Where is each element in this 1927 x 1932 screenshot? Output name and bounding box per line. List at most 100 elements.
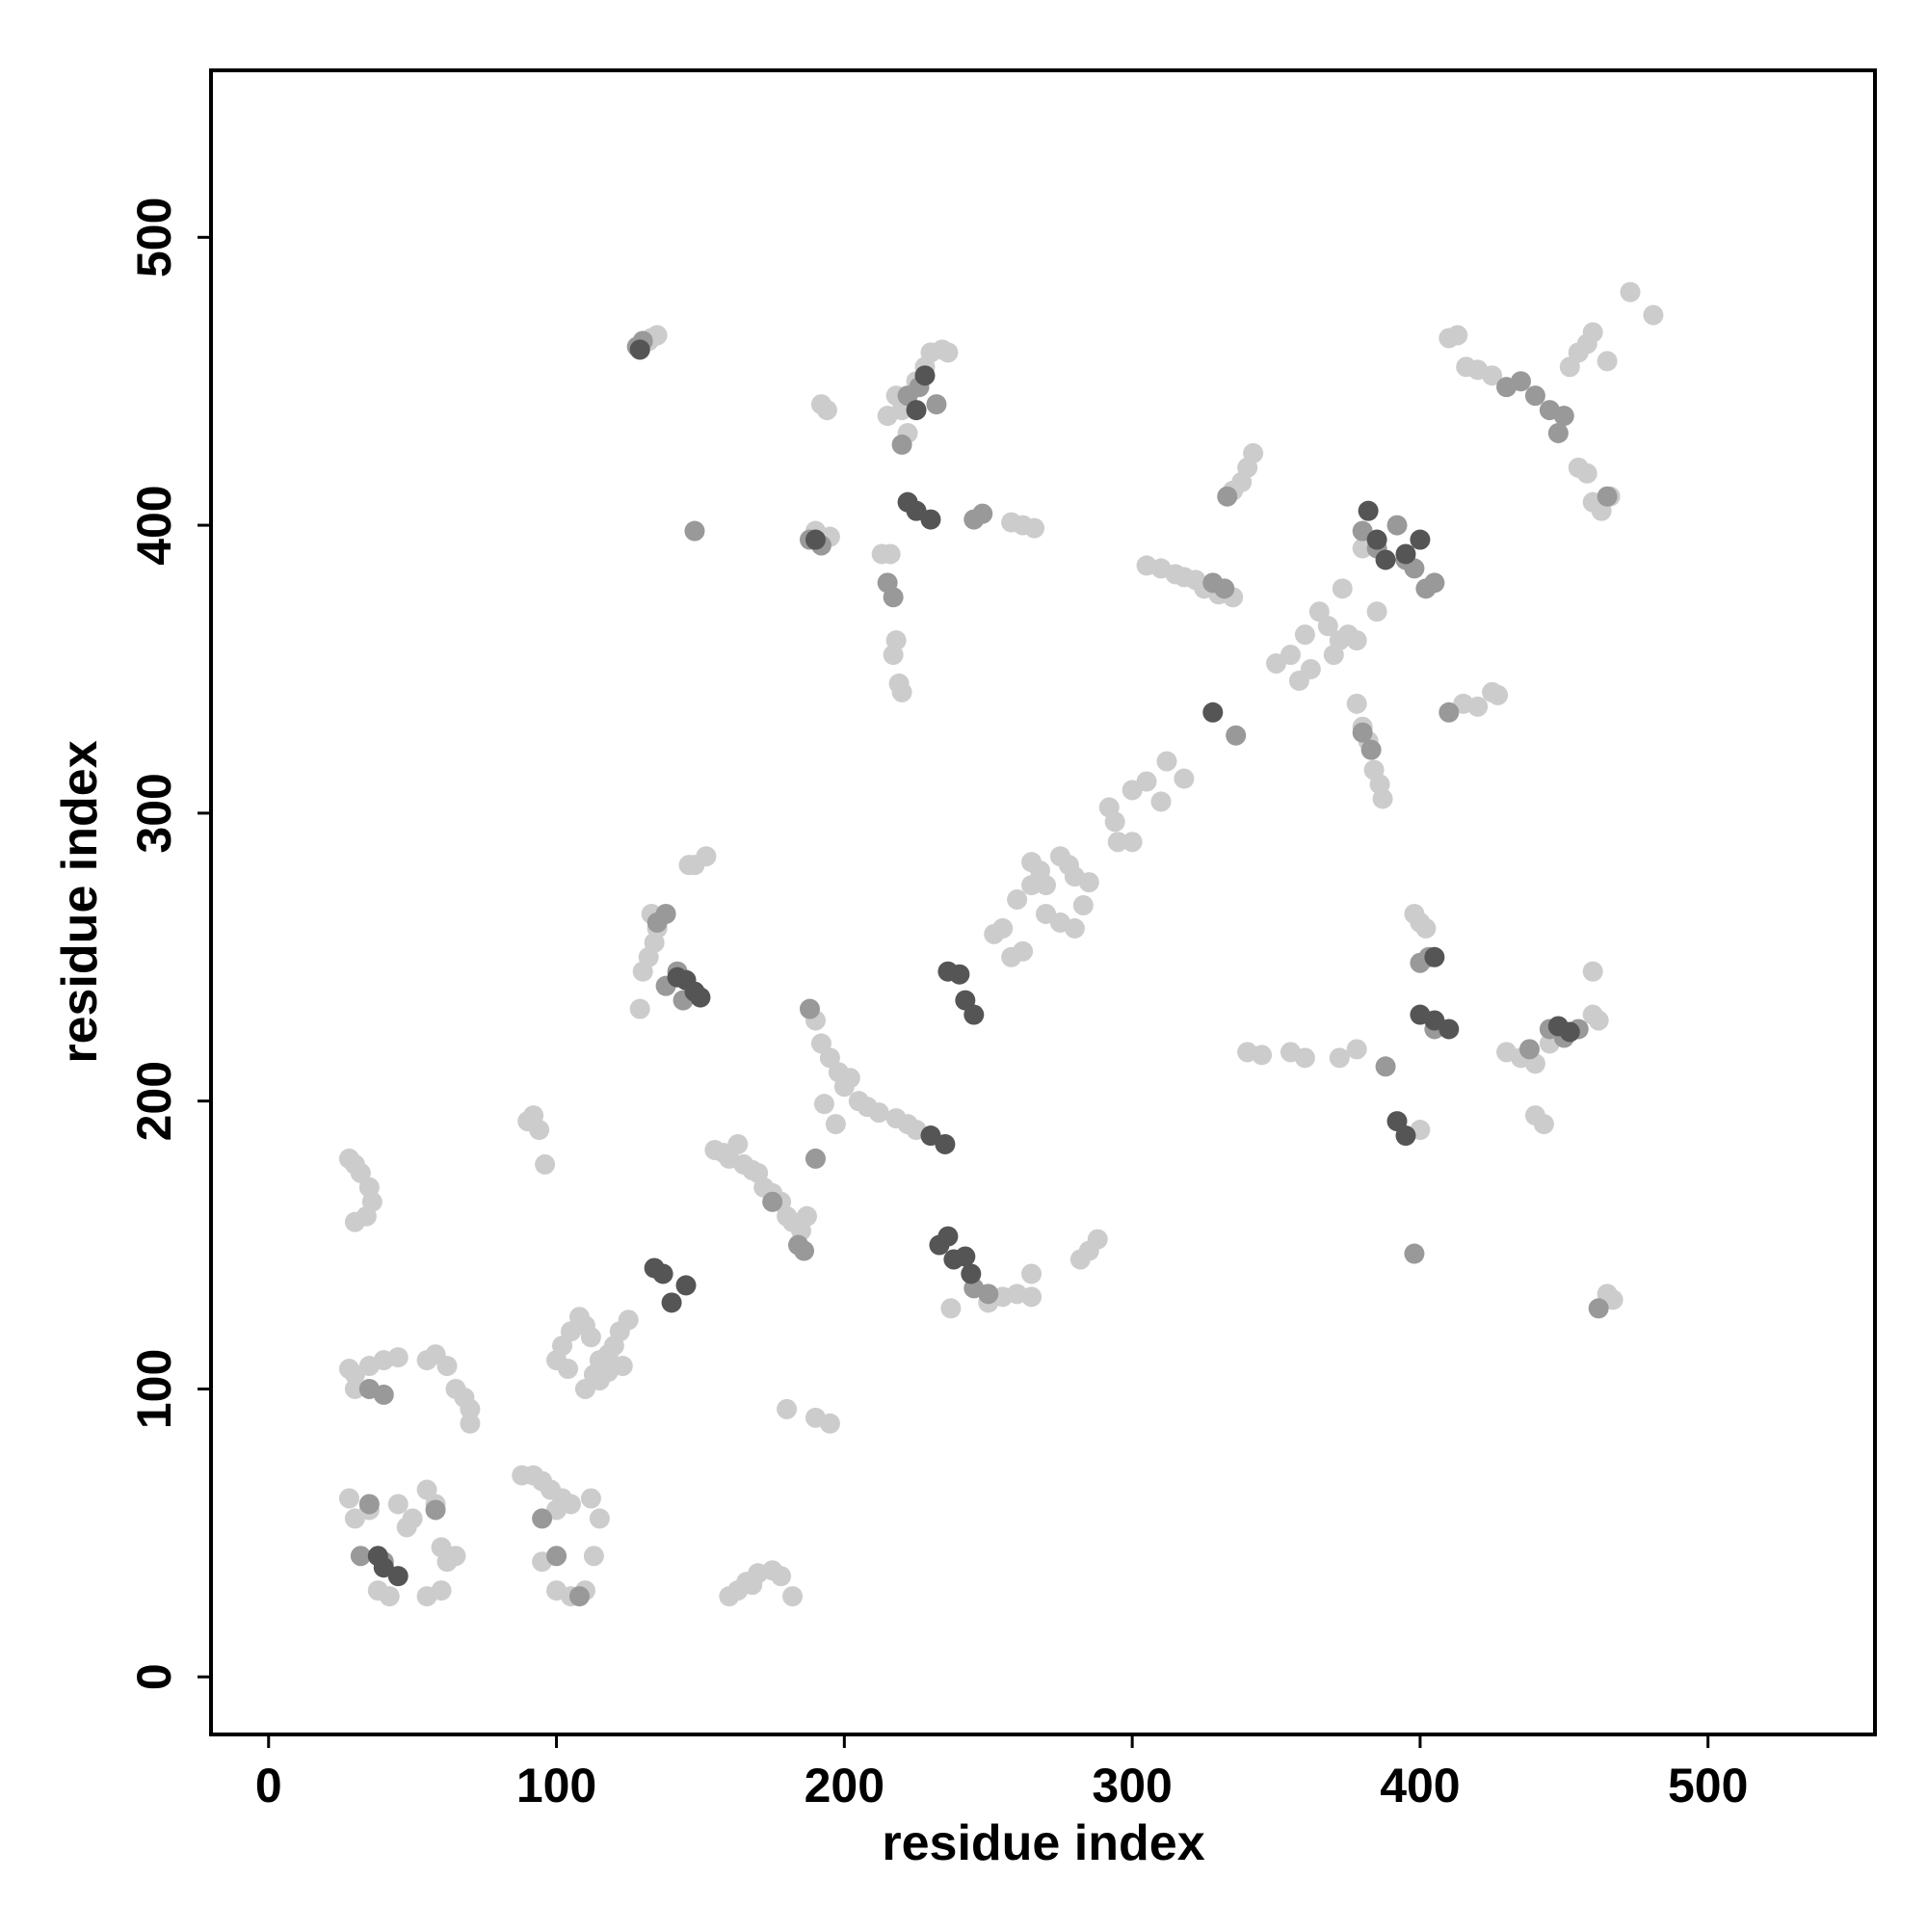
point	[1597, 486, 1618, 507]
point	[964, 1004, 985, 1025]
point	[819, 1413, 840, 1434]
point	[1329, 1047, 1350, 1069]
point	[1150, 791, 1172, 812]
point	[805, 1148, 826, 1169]
point	[1021, 1263, 1043, 1284]
point	[367, 1546, 388, 1567]
point	[1366, 601, 1387, 622]
point	[629, 339, 650, 360]
x-tick-label: 200	[805, 1759, 884, 1813]
point	[690, 987, 711, 1008]
point	[675, 1275, 697, 1296]
point	[961, 1263, 982, 1284]
point	[1524, 385, 1545, 407]
point	[1214, 578, 1235, 599]
point	[1482, 365, 1503, 386]
y-axis-label: residue index	[52, 740, 108, 1063]
point	[1404, 1243, 1425, 1264]
y-tick-label: 0	[127, 1663, 181, 1690]
point	[696, 846, 717, 867]
point	[387, 1566, 409, 1587]
point	[937, 1226, 959, 1247]
point	[1007, 889, 1028, 911]
point	[1300, 658, 1321, 679]
point	[350, 1546, 371, 1567]
point	[358, 1494, 380, 1515]
point	[425, 1499, 446, 1521]
point	[1395, 543, 1416, 565]
point	[1559, 1021, 1580, 1043]
y-tick-label: 400	[127, 485, 181, 565]
point	[1518, 1039, 1540, 1060]
point	[1467, 696, 1489, 717]
point	[1386, 515, 1408, 536]
point	[1202, 701, 1224, 723]
point	[877, 406, 898, 427]
point	[1317, 616, 1338, 637]
point	[1136, 771, 1157, 792]
point	[618, 1310, 639, 1331]
point	[1415, 917, 1437, 939]
point	[940, 1298, 962, 1319]
point	[1252, 1045, 1273, 1066]
point	[955, 1246, 976, 1267]
point	[612, 1356, 633, 1377]
point	[964, 509, 985, 530]
point	[1415, 578, 1437, 599]
point	[794, 1240, 815, 1261]
point	[529, 1120, 550, 1141]
y-tick-label: 100	[127, 1349, 181, 1429]
point	[727, 1133, 749, 1154]
point	[1217, 486, 1238, 507]
point	[1021, 1286, 1043, 1308]
point	[580, 1327, 601, 1348]
point	[937, 342, 959, 363]
point	[632, 961, 653, 982]
point	[897, 491, 918, 513]
point	[1582, 322, 1603, 343]
point	[1597, 351, 1618, 372]
point	[1346, 693, 1367, 714]
point	[920, 509, 941, 530]
point	[1346, 1039, 1367, 1060]
point	[1395, 1125, 1416, 1147]
point	[436, 1356, 458, 1377]
point	[387, 1347, 409, 1368]
point	[1439, 1019, 1460, 1040]
point	[1226, 725, 1247, 746]
point	[1588, 1298, 1609, 1319]
point	[1360, 739, 1382, 760]
point	[431, 1580, 452, 1601]
point	[1332, 578, 1353, 599]
point	[1375, 1056, 1396, 1077]
point	[935, 1133, 956, 1154]
point	[1280, 645, 1301, 666]
point	[926, 394, 947, 415]
y-tick-label: 300	[127, 773, 181, 853]
point	[1087, 1229, 1108, 1250]
point	[825, 1114, 846, 1135]
x-axis-label: residue index	[882, 1815, 1204, 1871]
point	[460, 1398, 481, 1419]
point	[805, 529, 826, 550]
point	[535, 1153, 556, 1175]
point	[742, 1575, 763, 1596]
point	[868, 1102, 889, 1124]
point	[1294, 1047, 1315, 1069]
point	[871, 543, 892, 565]
y-tick-label: 500	[127, 198, 181, 278]
point	[777, 1398, 798, 1419]
point	[532, 1508, 553, 1529]
point	[1447, 325, 1468, 346]
point	[1424, 946, 1445, 967]
point	[568, 1586, 590, 1607]
point	[782, 1586, 804, 1607]
point	[460, 1413, 481, 1434]
point	[883, 587, 904, 608]
point	[1064, 917, 1085, 939]
point	[583, 1546, 604, 1567]
point	[1013, 940, 1034, 962]
point	[684, 520, 705, 542]
point	[580, 1488, 601, 1509]
